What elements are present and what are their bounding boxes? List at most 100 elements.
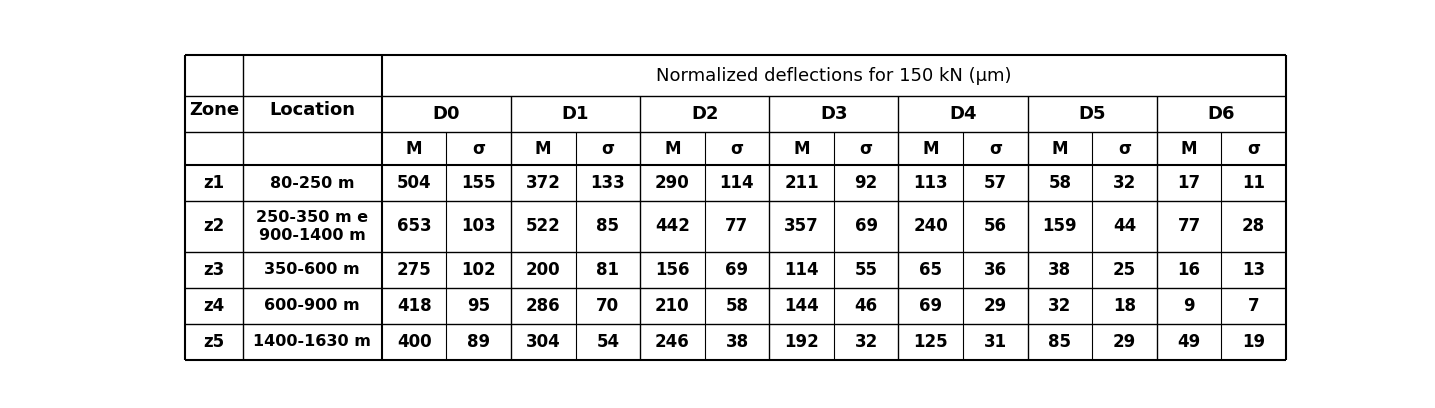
Text: D5: D5 [1079,105,1106,123]
Text: 418: 418 [396,297,432,315]
Text: M: M [535,140,551,158]
Text: 85: 85 [597,217,620,235]
Text: 290: 290 [654,174,690,192]
Text: 77: 77 [725,217,749,235]
Text: 32: 32 [854,333,878,351]
Text: 69: 69 [920,297,943,315]
Text: 16: 16 [1178,261,1201,279]
Text: σ: σ [989,140,1002,158]
Text: M: M [664,140,680,158]
Text: 29: 29 [1114,333,1137,351]
Text: 89: 89 [468,333,491,351]
Text: 246: 246 [654,333,690,351]
Text: 372: 372 [525,174,561,192]
Text: 114: 114 [785,261,819,279]
Text: 38: 38 [1049,261,1072,279]
Text: 400: 400 [396,333,432,351]
Text: 442: 442 [654,217,690,235]
Text: 653: 653 [396,217,432,235]
Text: 156: 156 [656,261,690,279]
Text: Zone: Zone [189,101,238,119]
Text: 113: 113 [914,174,949,192]
Text: M: M [1181,140,1197,158]
Text: 155: 155 [462,174,497,192]
Text: z4: z4 [204,297,224,315]
Text: 32: 32 [1049,297,1072,315]
Text: 28: 28 [1243,217,1266,235]
Text: 7: 7 [1248,297,1260,315]
Text: 81: 81 [597,261,620,279]
Text: M: M [406,140,422,158]
Text: D1: D1 [561,105,590,123]
Text: 304: 304 [525,333,561,351]
Text: 70: 70 [597,297,620,315]
Text: σ: σ [601,140,614,158]
Text: 58: 58 [1049,174,1072,192]
Text: 25: 25 [1114,261,1137,279]
Text: 103: 103 [461,217,497,235]
Text: D3: D3 [821,105,848,123]
Text: 522: 522 [525,217,561,235]
Text: z5: z5 [204,333,224,351]
Text: 144: 144 [784,297,819,315]
Text: 58: 58 [726,297,749,315]
Text: D6: D6 [1208,105,1236,123]
Text: 192: 192 [784,333,819,351]
Text: z3: z3 [204,261,224,279]
Text: Normalized deflections for 150 kN (μm): Normalized deflections for 150 kN (μm) [656,67,1012,85]
Text: z2: z2 [204,217,224,235]
Text: 65: 65 [920,261,943,279]
Text: 19: 19 [1243,333,1266,351]
Text: 31: 31 [984,333,1007,351]
Text: 29: 29 [983,297,1007,315]
Text: 49: 49 [1178,333,1201,351]
Text: 159: 159 [1043,217,1078,235]
Text: 36: 36 [984,261,1007,279]
Text: 55: 55 [855,261,878,279]
Text: 350-600 m: 350-600 m [264,262,360,277]
Text: 211: 211 [785,174,819,192]
Text: 32: 32 [1114,174,1137,192]
Text: 200: 200 [525,261,561,279]
Text: 240: 240 [913,217,949,235]
Text: D4: D4 [950,105,977,123]
Text: 13: 13 [1243,261,1266,279]
Text: 114: 114 [720,174,755,192]
Text: M: M [923,140,938,158]
Text: 57: 57 [984,174,1007,192]
Text: 210: 210 [656,297,690,315]
Text: 250-350 m e
900-1400 m: 250-350 m e 900-1400 m [257,210,369,243]
Text: D0: D0 [432,105,461,123]
Text: 17: 17 [1178,174,1201,192]
Text: 600-900 m: 600-900 m [264,298,360,313]
Text: 275: 275 [396,261,432,279]
Text: 18: 18 [1114,297,1137,315]
Text: z1: z1 [204,174,224,192]
Text: σ: σ [1118,140,1131,158]
Text: 69: 69 [855,217,878,235]
Text: σ: σ [1247,140,1260,158]
Text: 46: 46 [855,297,878,315]
Text: 92: 92 [854,174,878,192]
Text: 44: 44 [1114,217,1137,235]
Text: M: M [1052,140,1068,158]
Text: D2: D2 [690,105,719,123]
Text: 504: 504 [396,174,432,192]
Text: 11: 11 [1243,174,1266,192]
Text: 286: 286 [525,297,561,315]
Text: 85: 85 [1049,333,1072,351]
Text: 54: 54 [597,333,620,351]
Text: 69: 69 [726,261,749,279]
Text: 125: 125 [914,333,949,351]
Text: 102: 102 [461,261,497,279]
Text: 77: 77 [1178,217,1201,235]
Text: 357: 357 [784,217,819,235]
Text: σ: σ [730,140,743,158]
Text: 1400-1630 m: 1400-1630 m [254,335,372,349]
Text: M: M [794,140,809,158]
Text: 9: 9 [1184,297,1195,315]
Text: σ: σ [472,140,485,158]
Text: Location: Location [270,101,356,119]
Text: 95: 95 [468,297,491,315]
Text: 56: 56 [984,217,1007,235]
